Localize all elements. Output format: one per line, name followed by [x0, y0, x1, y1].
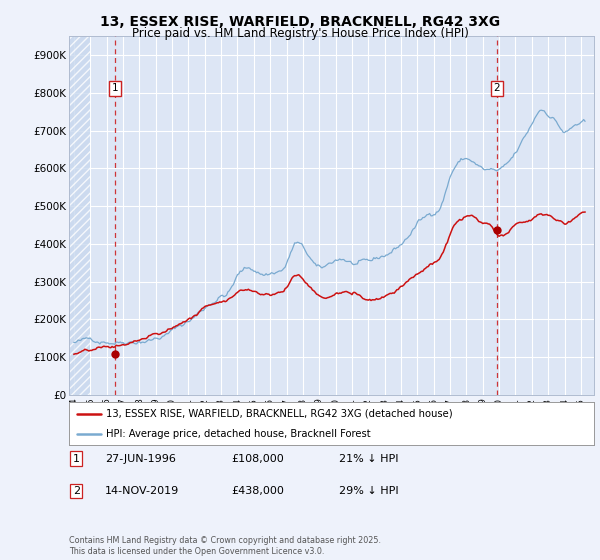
Text: £108,000: £108,000 [231, 454, 284, 464]
Text: 13, ESSEX RISE, WARFIELD, BRACKNELL, RG42 3XG (detached house): 13, ESSEX RISE, WARFIELD, BRACKNELL, RG4… [106, 409, 452, 419]
Text: 29% ↓ HPI: 29% ↓ HPI [339, 486, 398, 496]
Text: 2: 2 [73, 486, 80, 496]
Text: Contains HM Land Registry data © Crown copyright and database right 2025.
This d: Contains HM Land Registry data © Crown c… [69, 536, 381, 556]
Text: Price paid vs. HM Land Registry's House Price Index (HPI): Price paid vs. HM Land Registry's House … [131, 27, 469, 40]
Text: 27-JUN-1996: 27-JUN-1996 [105, 454, 176, 464]
Text: 21% ↓ HPI: 21% ↓ HPI [339, 454, 398, 464]
Text: £438,000: £438,000 [231, 486, 284, 496]
Text: HPI: Average price, detached house, Bracknell Forest: HPI: Average price, detached house, Brac… [106, 430, 370, 439]
Text: 2: 2 [494, 83, 500, 94]
Text: 1: 1 [112, 83, 118, 94]
Text: 14-NOV-2019: 14-NOV-2019 [105, 486, 179, 496]
Text: 1: 1 [73, 454, 80, 464]
Text: 13, ESSEX RISE, WARFIELD, BRACKNELL, RG42 3XG: 13, ESSEX RISE, WARFIELD, BRACKNELL, RG4… [100, 15, 500, 29]
